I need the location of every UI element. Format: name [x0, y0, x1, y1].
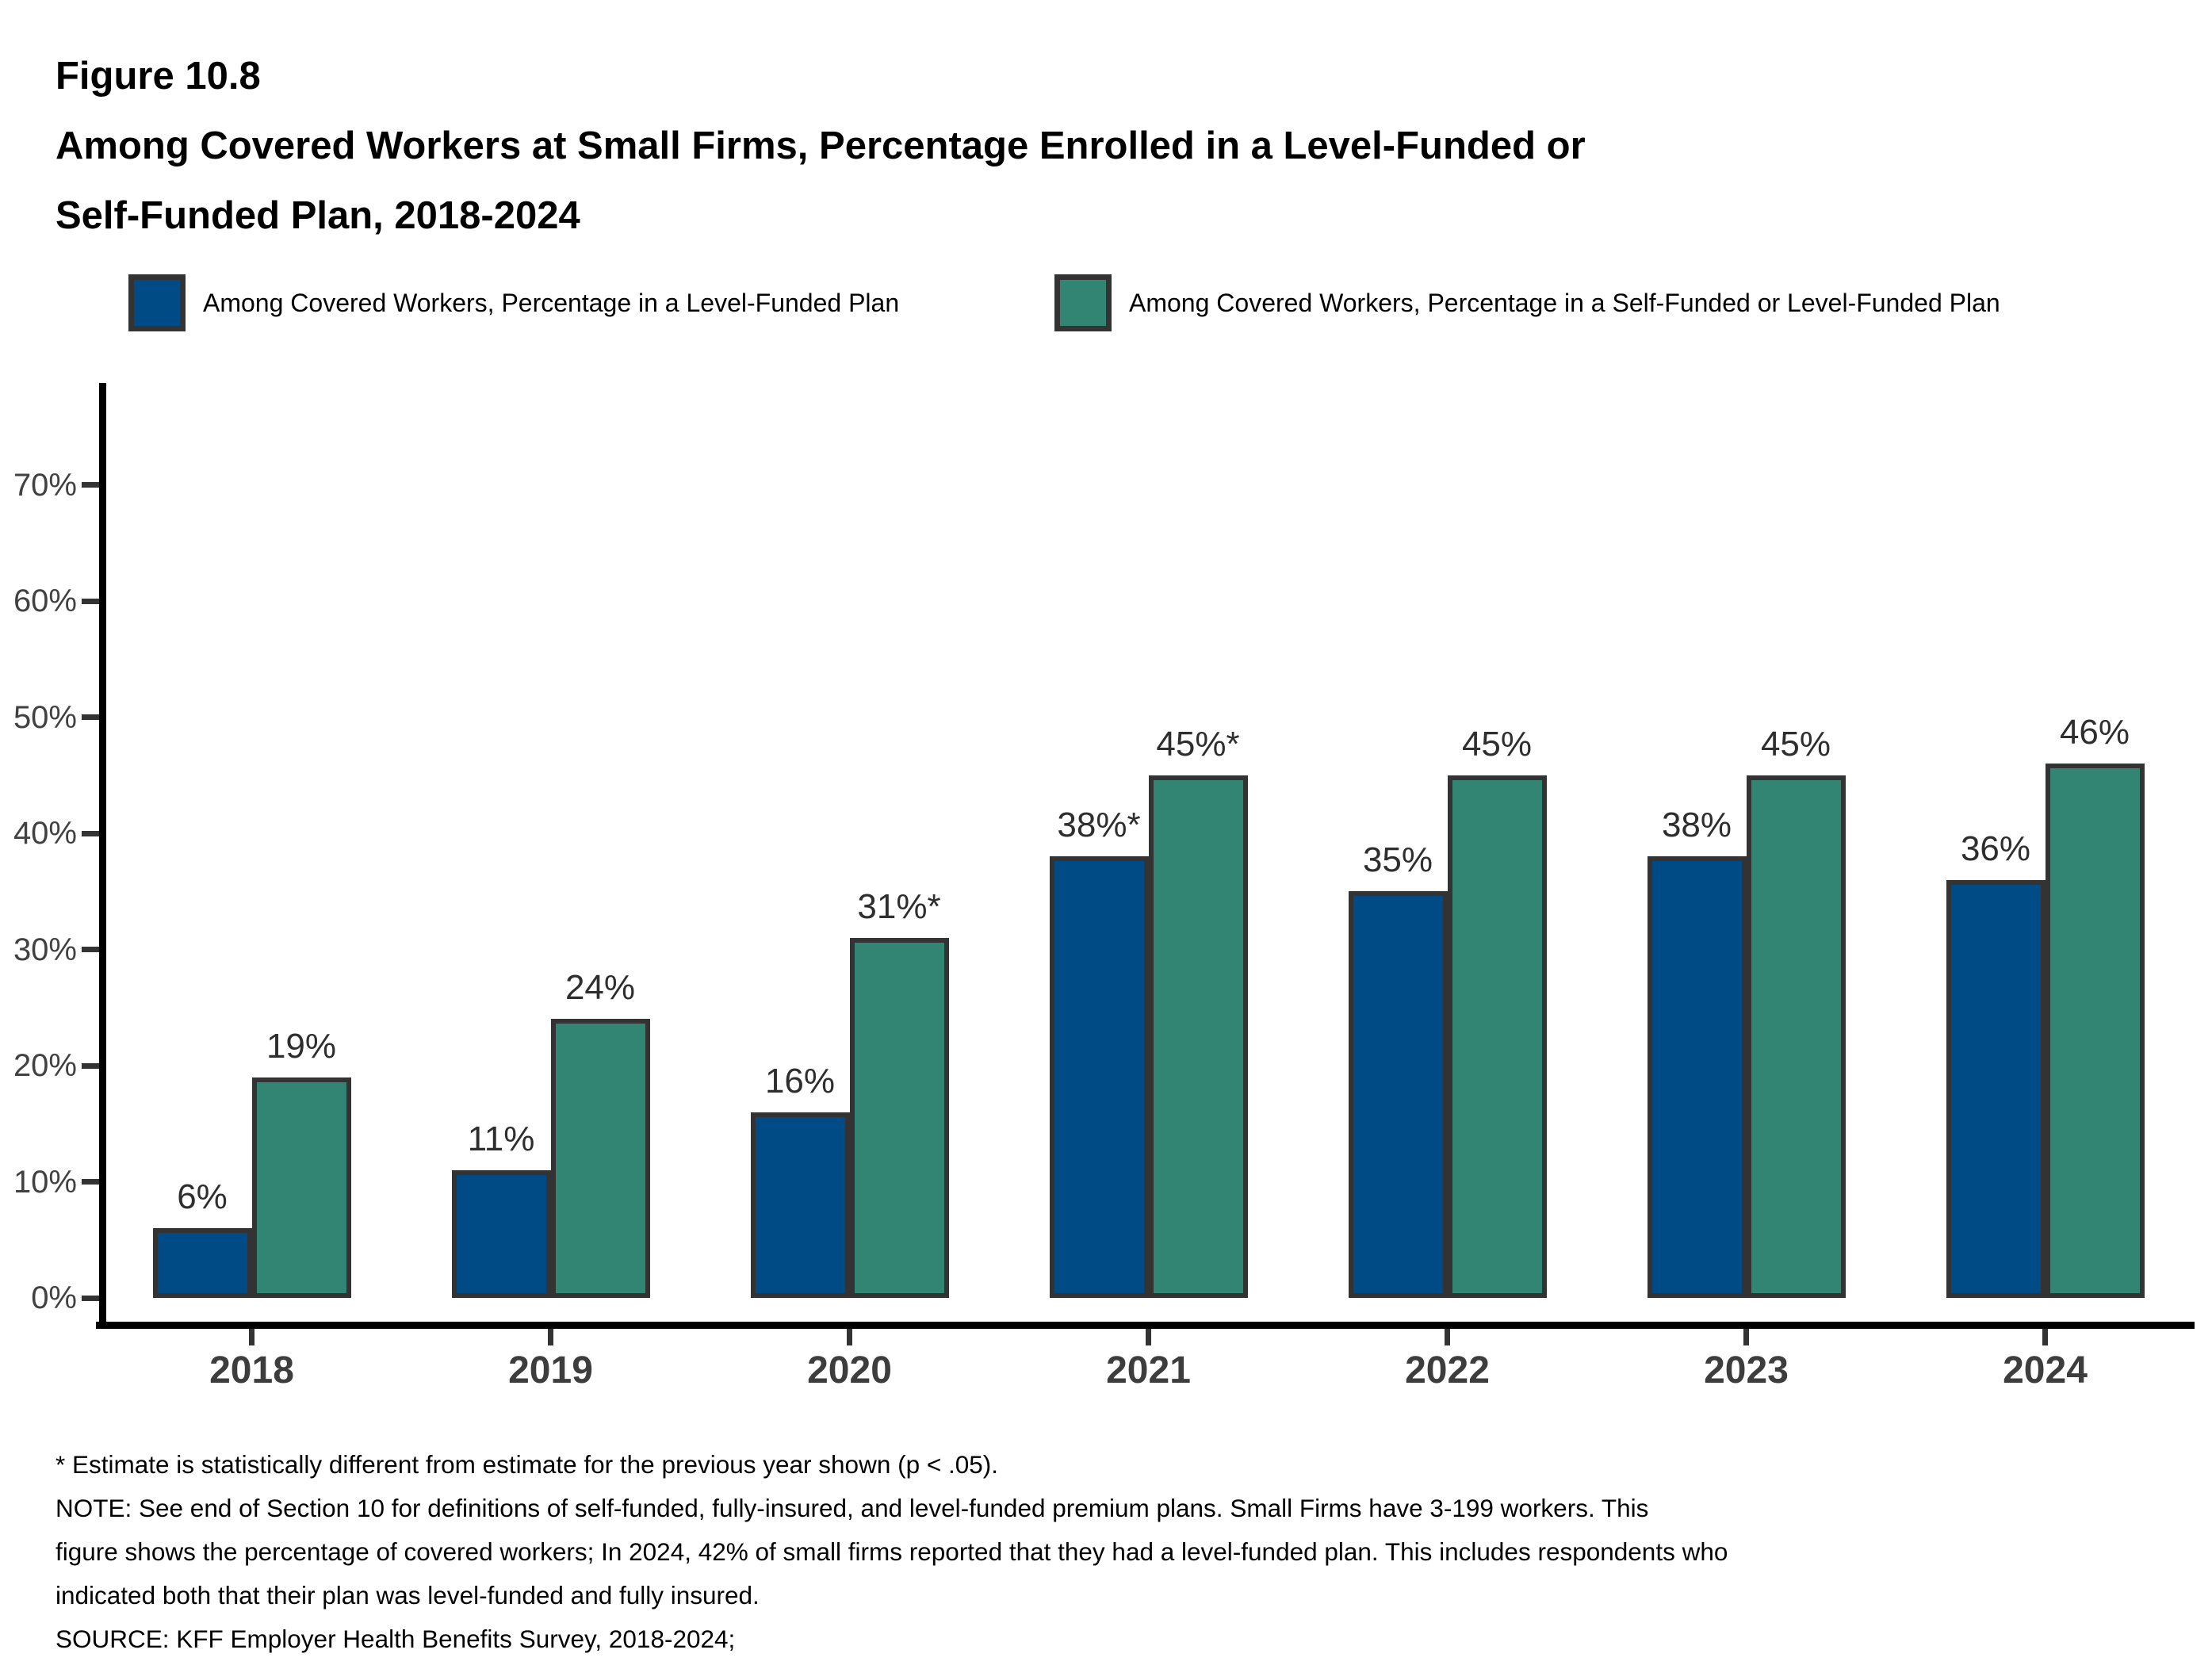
y-axis-label-60%: 60%	[13, 584, 77, 618]
y-axis-line	[99, 383, 106, 1329]
x-axis-line	[96, 1322, 2195, 1329]
legend-item-self-or-level-funded: Among Covered Workers, Percentage in a S…	[1054, 274, 2000, 332]
bar-level-funded-2020	[750, 1112, 850, 1298]
value-label-level-funded-2021: 38%*	[1057, 806, 1141, 845]
value-label-level-funded-2020: 16%	[764, 1061, 836, 1100]
y-axis-label-10%: 10%	[13, 1164, 77, 1200]
x-tick-2020	[847, 1329, 852, 1345]
x-axis-label-2021: 2021	[1106, 1349, 1191, 1391]
legend-item-level-funded: Among Covered Workers, Percentage in a L…	[128, 274, 899, 332]
bar-self-or-level-funded-2024	[2045, 764, 2145, 1298]
bar-level-funded-2022	[1348, 891, 1448, 1298]
bar-level-funded-2024	[1946, 879, 2046, 1298]
value-label-level-funded-2023: 38%	[1661, 806, 1732, 845]
bar-level-funded-2018	[152, 1228, 252, 1298]
x-axis-label-2020: 2020	[807, 1349, 892, 1391]
y-axis-label-0%: 0%	[31, 1280, 77, 1315]
value-label-level-funded-2018: 6%	[177, 1177, 228, 1217]
x-axis-label-2022: 2022	[1405, 1349, 1490, 1391]
y-axis-label-40%: 40%	[13, 816, 77, 851]
y-tick-60%	[82, 598, 99, 604]
bar-self-or-level-funded-2020	[849, 937, 949, 1298]
figure-number: Figure 10.8	[55, 55, 261, 98]
legend-swatch-self-or-level-funded-icon	[1054, 274, 1112, 331]
footnote-note-line-3: indicated both that their plan was level…	[55, 1581, 760, 1610]
footnote-note-line-1: NOTE: See end of Section 10 for definiti…	[55, 1494, 1649, 1522]
value-label-self-or-level-funded-2018: 19%	[266, 1026, 337, 1066]
x-axis-label-2019: 2019	[508, 1349, 593, 1391]
bar-self-or-level-funded-2018	[251, 1077, 351, 1298]
value-label-self-or-level-funded-2024: 46%	[2059, 713, 2130, 752]
bar-self-or-level-funded-2022	[1447, 775, 1547, 1298]
y-axis-label-50%: 50%	[13, 699, 77, 735]
footnote-asterisk: * Estimate is statistically different fr…	[55, 1450, 999, 1479]
y-tick-70%	[82, 482, 99, 488]
figure-title-block: Figure 10.8 Among Covered Workers at Sma…	[55, 41, 1586, 251]
x-axis-label-2024: 2024	[2003, 1349, 2088, 1391]
bar-level-funded-2021	[1049, 856, 1149, 1298]
x-axis-label-2018: 2018	[209, 1349, 294, 1391]
footnote-note-line-2: figure shows the percentage of covered w…	[55, 1537, 1728, 1566]
bar-level-funded-2023	[1647, 856, 1747, 1298]
value-label-level-funded-2019: 11%	[467, 1119, 535, 1158]
legend-label-self-or-level-funded: Among Covered Workers, Percentage in a S…	[1129, 288, 2000, 317]
value-label-self-or-level-funded-2021: 45%*	[1156, 724, 1240, 764]
figure-title-line-1: Among Covered Workers at Small Firms, Pe…	[55, 124, 1586, 167]
x-tick-2018	[249, 1329, 254, 1345]
value-label-self-or-level-funded-2022: 45%	[1461, 724, 1533, 764]
y-tick-0%	[82, 1295, 99, 1301]
y-axis-label-70%: 70%	[13, 467, 77, 503]
y-tick-10%	[82, 1179, 99, 1185]
x-tick-2023	[1743, 1329, 1749, 1345]
legend-swatch-level-funded-icon	[128, 274, 186, 331]
x-tick-2024	[2042, 1329, 2048, 1345]
y-axis-label-30%: 30%	[13, 932, 77, 967]
value-label-self-or-level-funded-2023: 45%	[1760, 724, 1831, 764]
y-axis-label-20%: 20%	[13, 1048, 77, 1083]
value-label-self-or-level-funded-2019: 24%	[564, 968, 636, 1008]
x-tick-2019	[548, 1329, 553, 1345]
y-tick-50%	[82, 714, 99, 720]
legend-label-level-funded: Among Covered Workers, Percentage in a L…	[203, 288, 900, 317]
y-tick-30%	[82, 947, 99, 952]
bar-chart: 0% 10% 20% 30% 40% 50% 60% 70% 6% 19% 2018 11% 24% 20…	[0, 383, 2212, 1406]
figure-title-line-2: Self-Funded Plan, 2018-2024	[55, 194, 580, 237]
x-tick-2021	[1146, 1329, 1151, 1345]
y-tick-20%	[82, 1062, 99, 1069]
bar-level-funded-2019	[451, 1169, 551, 1298]
x-tick-2022	[1445, 1329, 1450, 1345]
footnotes: * Estimate is statistically different fr…	[55, 1443, 1728, 1661]
x-axis-label-2023: 2023	[1704, 1349, 1789, 1391]
bar-self-or-level-funded-2019	[550, 1019, 650, 1298]
y-tick-40%	[82, 830, 99, 836]
bar-self-or-level-funded-2023	[1746, 775, 1846, 1298]
value-label-level-funded-2024: 36%	[1960, 829, 2031, 868]
value-label-self-or-level-funded-2020: 31%*	[857, 886, 941, 926]
footnote-source: SOURCE: KFF Employer Health Benefits Sur…	[55, 1625, 736, 1653]
bar-self-or-level-funded-2021	[1148, 775, 1248, 1298]
value-label-level-funded-2022: 35%	[1362, 840, 1433, 880]
